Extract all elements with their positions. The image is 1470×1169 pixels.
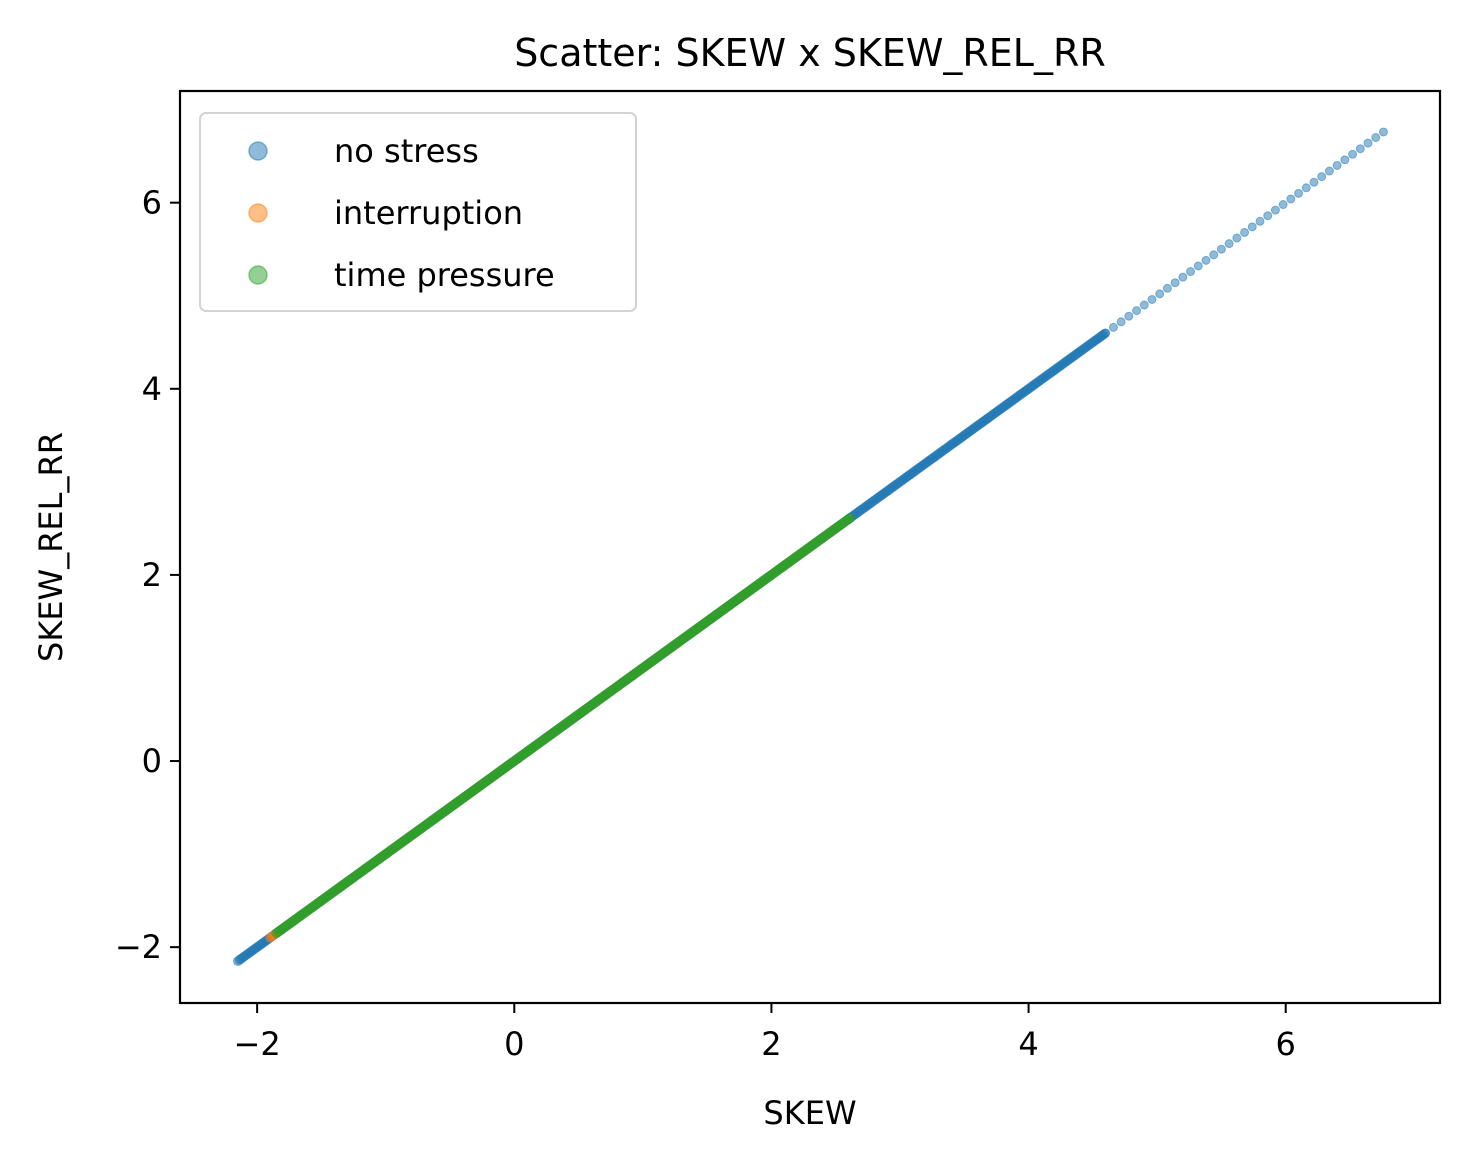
y-tick-label: 4 (142, 370, 162, 408)
no-stress-point-1 (1108, 322, 1118, 332)
no-stress-point-23 (1278, 200, 1288, 210)
ticks-layer: −2 0 2 4 6 −2 0 2 4 6 (115, 184, 1296, 1063)
no-stress-point-3 (1124, 311, 1134, 321)
no-stress-point-28 (1317, 172, 1327, 182)
no-stress-point-30 (1332, 160, 1342, 170)
legend-label-no-stress: no stress (334, 132, 479, 170)
no-stress-point-22 (1270, 205, 1280, 215)
x-tick-label: 6 (1276, 1025, 1296, 1063)
x-tick-label: −2 (234, 1025, 281, 1063)
no-stress-point-24 (1286, 194, 1296, 204)
legend: no stress interruption time pressure (199, 112, 637, 312)
no-stress-point-25 (1294, 188, 1304, 198)
no-stress-point-21 (1263, 211, 1273, 221)
x-axis-label: SKEW (763, 1094, 856, 1132)
no-stress-point-6 (1147, 294, 1157, 304)
no-stress-point-14 (1209, 250, 1219, 260)
no-stress-point-34 (1363, 138, 1373, 148)
no-stress-point-12 (1193, 261, 1203, 271)
no-stress-point-5 (1139, 300, 1149, 310)
no-stress-point-29 (1324, 166, 1334, 176)
legend-marker-no-stress (248, 141, 268, 161)
legend-marker-time-pressure (248, 265, 268, 285)
legend-box (199, 112, 637, 312)
no-stress-point-15 (1216, 244, 1226, 254)
y-tick-label: −2 (115, 928, 162, 966)
no-stress-point-13 (1201, 255, 1211, 265)
no-stress-point-9 (1170, 278, 1180, 288)
no-stress-point-27 (1309, 177, 1319, 187)
y-tick-label: 2 (142, 556, 162, 594)
no-stress-point-32 (1348, 149, 1358, 159)
no-stress-point-4 (1132, 306, 1142, 316)
no-stress-point-0 (1101, 328, 1111, 338)
no-stress-point-11 (1186, 267, 1196, 277)
no-stress-point-20 (1255, 216, 1265, 226)
legend-label-interruption: interruption (334, 194, 523, 232)
x-tick-label: 2 (761, 1025, 781, 1063)
legend-label-time-pressure: time pressure (334, 256, 555, 294)
no-stress-point-36 (1378, 127, 1388, 137)
y-tick-label: 6 (142, 184, 162, 222)
no-stress-point-16 (1224, 239, 1234, 249)
no-stress-point-19 (1247, 222, 1257, 232)
chart-title: Scatter: SKEW x SKEW_REL_RR (514, 31, 1106, 75)
legend-marker-interruption (248, 203, 268, 223)
no-stress-point-2 (1116, 317, 1126, 327)
time-pressure-point-372 (845, 512, 856, 523)
x-tick-label: 4 (1018, 1025, 1038, 1063)
no-stress-point-10 (1178, 272, 1188, 282)
no-stress-point-31 (1340, 155, 1350, 165)
no-stress-point-33 (1355, 144, 1365, 154)
y-tick-label: 0 (142, 742, 162, 780)
no-stress-point-35 (1371, 133, 1381, 143)
x-tick-label: 0 (504, 1025, 524, 1063)
no-stress-point-8 (1162, 283, 1172, 293)
no-stress-point-26 (1301, 183, 1311, 193)
no-stress-point-17 (1232, 233, 1242, 243)
no-stress-point-7 (1155, 289, 1165, 299)
y-axis-label: SKEW_REL_RR (32, 432, 70, 662)
points-layer (232, 127, 1388, 967)
no-stress-point-18 (1240, 227, 1250, 237)
